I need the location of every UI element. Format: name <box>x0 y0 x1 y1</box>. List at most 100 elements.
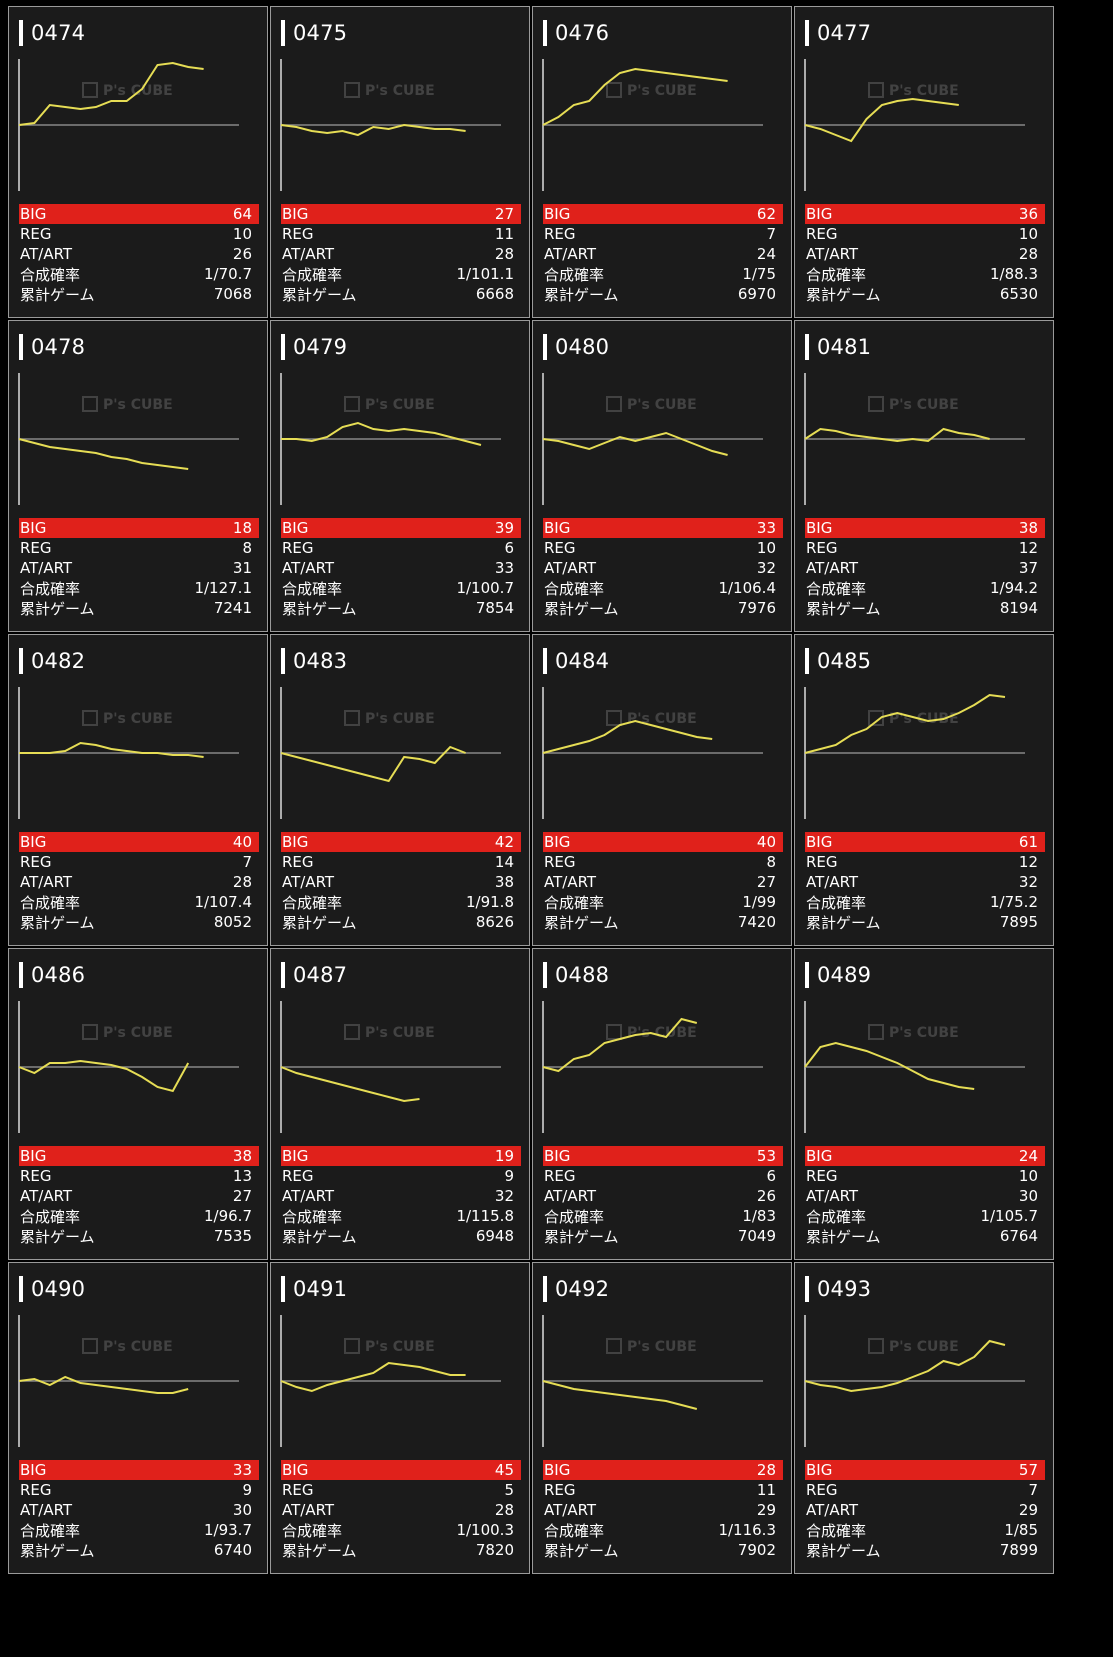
card-header: 0479 <box>281 333 347 361</box>
payout-trend-line <box>804 1041 975 1090</box>
stat-row-games: 累計ゲーム 8194 <box>805 598 1045 618</box>
stat-row-big: BIG 39 <box>281 518 521 538</box>
header-accent-bar <box>281 962 285 988</box>
payout-trend-line <box>542 67 728 126</box>
stat-value-at: 29 <box>756 1501 776 1519</box>
stat-label: BIG <box>20 205 47 223</box>
stat-row-big: BIG 40 <box>543 832 783 852</box>
machine-card[interactable]: 0482 P's CUBE BIG 40 REG 7 AT/ART 28 合成確率 1/107.4… <box>8 634 268 946</box>
payout-trend-line <box>804 427 990 443</box>
stat-value-reg: 11 <box>756 1481 776 1499</box>
stat-value-games: 7241 <box>213 599 252 617</box>
machine-card[interactable]: 0481 P's CUBE BIG 38 REG 12 AT/ART 37 合成確率 1/94.2… <box>794 320 1054 632</box>
stat-label: 合成確率 <box>806 893 867 912</box>
cube-logo-icon <box>606 1338 622 1354</box>
header-accent-bar <box>805 1276 809 1302</box>
stat-label: AT/ART <box>282 245 335 263</box>
machine-card[interactable]: 0492 P's CUBE BIG 28 REG 11 AT/ART 29 合成確率 1/116.… <box>532 1262 792 1574</box>
header-accent-bar <box>281 648 285 674</box>
header-accent-bar <box>19 1276 23 1302</box>
payout-trend-line <box>18 61 204 126</box>
stat-row-games: 累計ゲーム 7049 <box>543 1226 783 1246</box>
payout-graph: P's CUBE <box>18 1315 239 1447</box>
stat-value-at: 24 <box>756 245 776 263</box>
stat-label: 合成確率 <box>806 579 867 598</box>
stat-row-games: 累計ゲーム 7820 <box>281 1540 521 1560</box>
stat-label: REG <box>282 1481 314 1499</box>
header-accent-bar <box>19 334 23 360</box>
stat-label: BIG <box>282 1461 309 1479</box>
machine-card[interactable]: 0474 P's CUBE BIG 64 REG 10 AT/ART 26 合成確率 1/70.7… <box>8 6 268 318</box>
machine-card[interactable]: 0476 P's CUBE BIG 62 REG 7 AT/ART 24 合成確率 1/75 累計ゲ… <box>532 6 792 318</box>
payout-graph: P's CUBE <box>542 1001 763 1133</box>
stat-row-games: 累計ゲーム 6668 <box>281 284 521 304</box>
payout-graph: P's CUBE <box>804 1001 1025 1133</box>
machine-number: 0483 <box>293 649 348 673</box>
machine-card[interactable]: 0487 P's CUBE BIG 19 REG 9 AT/ART 32 合成確率 1/115.8… <box>270 948 530 1260</box>
brand-watermark: P's CUBE <box>606 1024 697 1041</box>
stat-row-games: 累計ゲーム 6948 <box>281 1226 521 1246</box>
stat-label: REG <box>282 539 314 557</box>
stat-label: AT/ART <box>544 559 597 577</box>
stat-label: AT/ART <box>544 1501 597 1519</box>
stat-value-big: 40 <box>232 833 252 851</box>
card-header: 0474 <box>19 19 85 47</box>
stat-row-big: BIG 42 <box>281 832 521 852</box>
stat-label: 累計ゲーム <box>20 1541 95 1560</box>
payout-trend-line <box>542 431 728 456</box>
machine-card[interactable]: 0480 P's CUBE BIG 33 REG 10 AT/ART 32 合成確率 1/106.… <box>532 320 792 632</box>
stat-row-prob: 合成確率 1/105.7 <box>805 1206 1045 1226</box>
stat-value-prob: 1/83 <box>742 1207 776 1225</box>
stat-row-reg: REG 14 <box>281 852 521 872</box>
stat-label: 合成確率 <box>282 265 343 284</box>
stat-value-at: 31 <box>232 559 252 577</box>
brand-watermark: P's CUBE <box>344 396 435 413</box>
stat-value-big: 53 <box>756 1147 776 1165</box>
machine-card[interactable]: 0484 P's CUBE BIG 40 REG 8 AT/ART 27 合成確率 1/99 累計ゲ… <box>532 634 792 946</box>
payout-graph: P's CUBE <box>804 59 1025 191</box>
machine-card[interactable]: 0493 P's CUBE BIG 57 REG 7 AT/ART 29 合成確率 1/85 累計ゲ… <box>794 1262 1054 1574</box>
stat-label: 合成確率 <box>806 1521 867 1540</box>
stat-value-prob: 1/106.4 <box>718 579 776 597</box>
stat-row-big: BIG 28 <box>543 1460 783 1480</box>
machine-card[interactable]: 0491 P's CUBE BIG 45 REG 5 AT/ART 28 合成確率 1/100.3… <box>270 1262 530 1574</box>
stat-value-prob: 1/127.1 <box>194 579 252 597</box>
stat-row-games: 累計ゲーム 7068 <box>19 284 259 304</box>
machine-card[interactable]: 0485 P's CUBE BIG 61 REG 12 AT/ART 32 合成確率 1/75.2… <box>794 634 1054 946</box>
cube-logo-icon <box>344 710 360 726</box>
machine-card[interactable]: 0483 P's CUBE BIG 42 REG 14 AT/ART 38 合成確率 1/91.8… <box>270 634 530 946</box>
payout-trend-line <box>804 693 1006 754</box>
payout-trend-line <box>18 438 189 470</box>
brand-watermark: P's CUBE <box>82 396 173 413</box>
stat-row-prob: 合成確率 1/107.4 <box>19 892 259 912</box>
stat-value-prob: 1/91.8 <box>466 893 514 911</box>
stat-label: AT/ART <box>282 559 335 577</box>
machine-card[interactable]: 0479 P's CUBE BIG 39 REG 6 AT/ART 33 合成確率 1/100.7… <box>270 320 530 632</box>
stat-label: AT/ART <box>282 1501 335 1519</box>
stat-value-games: 7899 <box>999 1541 1038 1559</box>
stat-row-big: BIG 24 <box>805 1146 1045 1166</box>
machine-card[interactable]: 0478 P's CUBE BIG 18 REG 8 AT/ART 31 合成確率 1/127.1… <box>8 320 268 632</box>
payout-trend-line <box>18 1059 190 1093</box>
machine-card[interactable]: 0477 P's CUBE BIG 36 REG 10 AT/ART 28 合成確率 1/88.3… <box>794 6 1054 318</box>
machine-card[interactable]: 0490 P's CUBE BIG 33 REG 9 AT/ART 30 合成確率 1/93.7 累… <box>8 1262 268 1574</box>
stat-row-at: AT/ART 29 <box>543 1500 783 1520</box>
stat-label: BIG <box>20 1461 47 1479</box>
stat-value-big: 42 <box>494 833 514 851</box>
stat-row-prob: 合成確率 1/75 <box>543 264 783 284</box>
stat-row-games: 累計ゲーム 6764 <box>805 1226 1045 1246</box>
machine-card[interactable]: 0486 P's CUBE BIG 38 REG 13 AT/ART 27 合成確率 1/96.7… <box>8 948 268 1260</box>
stat-label: 合成確率 <box>544 1207 605 1226</box>
stat-value-reg: 9 <box>504 1167 514 1185</box>
stat-value-prob: 1/96.7 <box>204 1207 252 1225</box>
machine-card[interactable]: 0475 P's CUBE BIG 27 REG 11 AT/ART 28 合成確率 1/101.… <box>270 6 530 318</box>
machine-card[interactable]: 0489 P's CUBE BIG 24 REG 10 AT/ART 30 合成確率 1/105.… <box>794 948 1054 1260</box>
machine-card[interactable]: 0488 P's CUBE BIG 53 REG 6 AT/ART 26 合成確率 1/83 累計ゲ… <box>532 948 792 1260</box>
stat-label: 合成確率 <box>544 579 605 598</box>
cube-logo-icon <box>868 82 884 98</box>
payout-trend-line <box>280 1066 420 1103</box>
watermark-brand: P's CUBE <box>365 83 435 99</box>
cube-logo-icon <box>344 1024 360 1040</box>
stat-value-at: 37 <box>1018 559 1038 577</box>
stat-value-big: 45 <box>494 1461 514 1479</box>
